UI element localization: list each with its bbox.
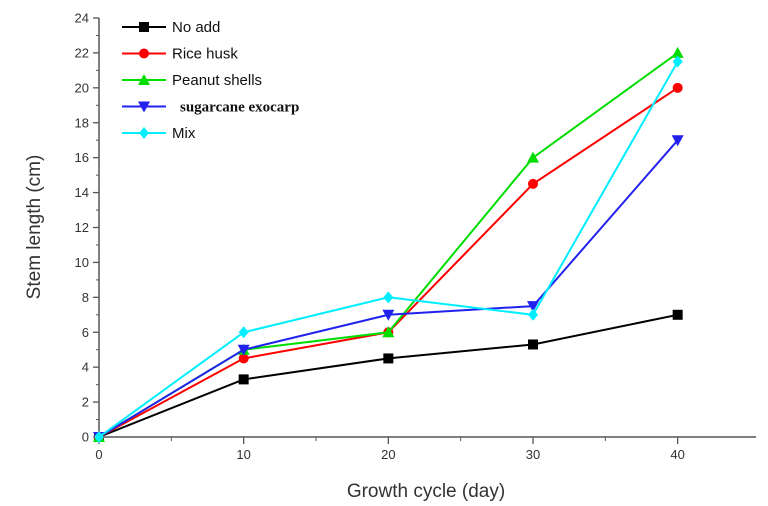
legend-marker	[138, 74, 150, 85]
legend-label: Rice husk	[172, 46, 238, 63]
x-axis: 0 10 20 30 40	[95, 436, 756, 462]
y-tick-label: 18	[75, 115, 89, 130]
x-tick-label: 40	[670, 447, 684, 462]
data-point	[672, 82, 683, 93]
data-point	[672, 55, 683, 68]
legend-item: Mix	[122, 125, 196, 142]
data-point	[237, 344, 250, 356]
legend-marker	[139, 22, 149, 32]
data-point	[238, 326, 249, 339]
data-point	[671, 46, 684, 58]
data-point	[528, 308, 538, 321]
x-tick-label: 30	[526, 447, 540, 462]
legend-item: sugarcane exocarp	[122, 100, 299, 116]
y-tick-label: 10	[75, 255, 89, 270]
legend-marker	[139, 48, 149, 59]
x-tick-label: 20	[381, 447, 395, 462]
data-point	[527, 151, 539, 163]
y-tick-label: 8	[82, 290, 89, 305]
data-point	[238, 374, 249, 385]
y-tick-label: 20	[75, 80, 89, 95]
y-tick-label: 24	[75, 11, 89, 26]
data-point	[382, 309, 395, 321]
series-3	[93, 135, 684, 443]
x-tick-label: 0	[95, 447, 102, 462]
data-point	[94, 431, 104, 443]
y-tick-label: 4	[82, 360, 89, 375]
data-point	[672, 309, 683, 320]
series-4	[94, 55, 683, 443]
y-tick-label: 14	[75, 185, 89, 200]
legend-item: No add	[122, 19, 220, 36]
legend-label: Peanut shells	[172, 72, 262, 89]
series-line	[98, 61, 679, 438]
series-line	[98, 139, 679, 438]
legend-label: No add	[172, 19, 220, 36]
y-tick-label: 12	[75, 220, 89, 235]
data-point	[527, 301, 539, 313]
legend-marker	[139, 127, 149, 139]
data-point	[383, 291, 394, 304]
y-tick-label: 16	[75, 150, 89, 165]
legend-label: Mix	[172, 125, 196, 142]
y-tick-label: 2	[82, 395, 89, 410]
data-point	[383, 353, 394, 364]
data-point	[382, 326, 395, 338]
plot-area	[93, 46, 684, 443]
x-tick-label: 10	[236, 447, 250, 462]
data-point	[238, 353, 249, 364]
legend-marker	[138, 101, 150, 113]
y-axis-title: Stem length (cm)	[24, 155, 45, 300]
legend: No add Rice husk Peanut shells sugarcane ex…	[122, 19, 299, 142]
legend-label: sugarcane exocarp	[180, 100, 299, 116]
y-tick-label: 0	[82, 430, 89, 445]
legend-item: Peanut shells	[122, 72, 262, 89]
y-tick-label: 22	[75, 45, 89, 60]
data-point	[671, 135, 684, 147]
data-point	[528, 178, 538, 189]
legend-item: Rice husk	[122, 46, 238, 63]
data-point	[528, 339, 538, 350]
y-tick-label: 6	[82, 325, 89, 340]
x-axis-title: Growth cycle (day)	[347, 481, 505, 502]
